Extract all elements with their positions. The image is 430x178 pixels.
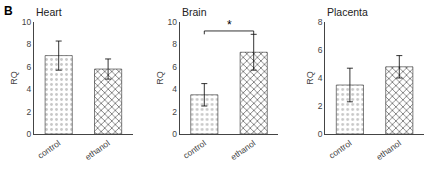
svg-text:0: 0: [318, 129, 323, 139]
svg-text:B: B: [4, 4, 13, 18]
svg-text:8: 8: [27, 39, 32, 49]
svg-text:2: 2: [27, 107, 32, 117]
svg-text:6: 6: [172, 62, 177, 72]
svg-text:ethanol: ethanol: [83, 138, 112, 162]
svg-text:10: 10: [22, 17, 32, 27]
svg-text:ethanol: ethanol: [229, 138, 258, 162]
svg-text:2: 2: [318, 101, 323, 111]
svg-text:0: 0: [27, 129, 32, 139]
svg-text:RQ: RQ: [155, 71, 165, 85]
svg-text:4: 4: [27, 84, 32, 94]
svg-text:0: 0: [172, 129, 177, 139]
svg-text:RQ: RQ: [9, 71, 19, 85]
svg-text:*: *: [227, 18, 232, 32]
svg-text:Brain: Brain: [182, 6, 207, 18]
svg-text:4: 4: [172, 84, 177, 94]
svg-text:10: 10: [167, 17, 177, 27]
svg-text:ethanol: ethanol: [374, 138, 403, 162]
svg-text:6: 6: [318, 45, 323, 55]
svg-text:control: control: [327, 138, 354, 161]
svg-text:8: 8: [172, 39, 177, 49]
svg-text:RQ: RQ: [305, 71, 315, 85]
svg-text:2: 2: [172, 107, 177, 117]
svg-text:Heart: Heart: [36, 6, 62, 18]
svg-text:Placenta: Placenta: [327, 6, 368, 18]
svg-text:4: 4: [318, 73, 323, 83]
svg-text:control: control: [181, 138, 208, 161]
svg-text:control: control: [36, 138, 63, 161]
svg-text:6: 6: [27, 62, 32, 72]
svg-text:8: 8: [318, 17, 323, 27]
